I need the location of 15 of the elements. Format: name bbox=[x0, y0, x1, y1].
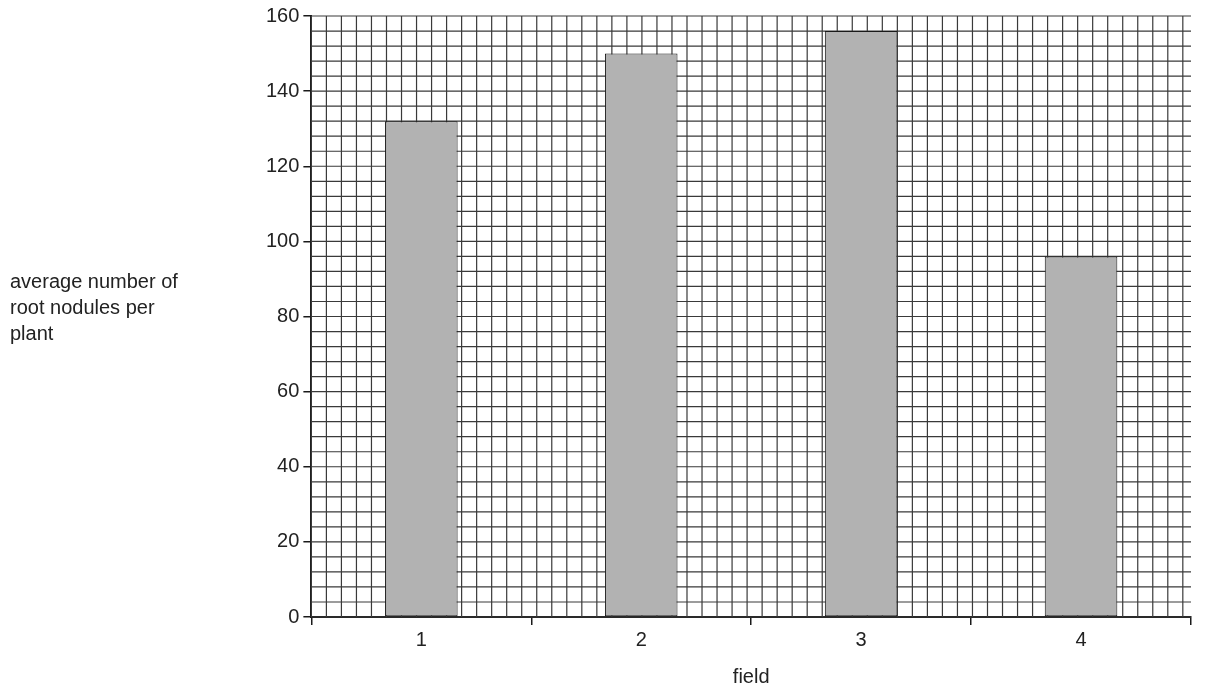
x-axis-title: field bbox=[732, 664, 770, 687]
y-tick-label: 120 bbox=[265, 153, 300, 176]
x-tick-label: 1 bbox=[415, 627, 427, 650]
x-tick-label: 3 bbox=[855, 627, 867, 650]
y-tick-label: 80 bbox=[277, 304, 300, 327]
y-axis-title: average number of root nodules per plant bbox=[10, 269, 179, 346]
y-tick-label: 20 bbox=[277, 529, 300, 552]
y-tick-label: 160 bbox=[265, 3, 300, 26]
x-tick-label: 2 bbox=[635, 627, 647, 650]
y-tick-label: 40 bbox=[277, 454, 300, 477]
y-tick-label: 100 bbox=[265, 228, 300, 251]
y-tick-label: 0 bbox=[288, 604, 300, 627]
y-tick-label: 140 bbox=[265, 78, 300, 101]
y-tick-label: 60 bbox=[277, 379, 300, 402]
x-tick-label: 4 bbox=[1075, 627, 1087, 650]
